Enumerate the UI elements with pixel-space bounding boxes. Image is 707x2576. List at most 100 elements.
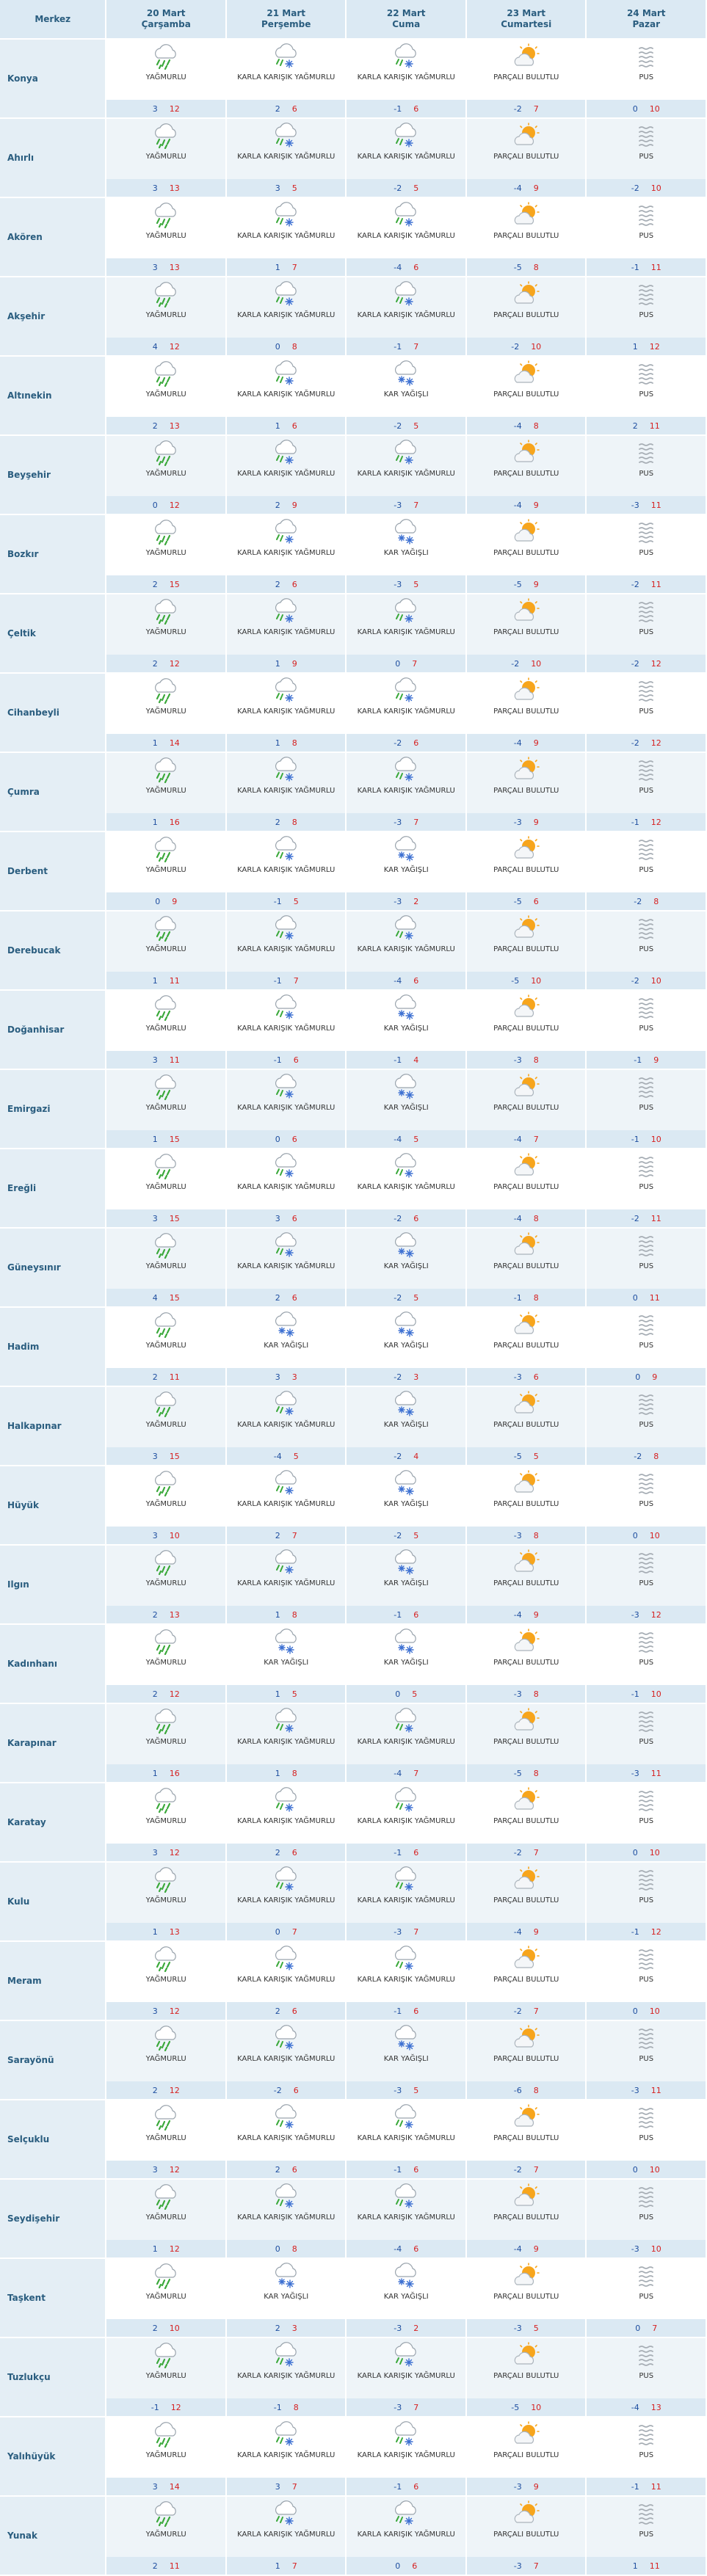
city-name[interactable]: Hadim [0, 1308, 107, 1387]
snow-icon [389, 1549, 423, 1576]
temperature-bar: -4 9 [466, 496, 586, 514]
max-temperature: 5 [412, 1689, 418, 1699]
city-row: Altınekin YAĞMURLU 2 13 KARLA KARIŞIK YAĞMUR… [0, 357, 707, 436]
day-forecast-cell: KARLA KARIŞIK YAĞMURLU 1 7 [226, 2497, 347, 2576]
day-forecast-cell: KARLA KARIŞIK YAĞMURLU -4 6 [347, 2180, 467, 2259]
max-temperature: 5 [533, 2323, 539, 2333]
city-name[interactable]: Konya [0, 40, 107, 119]
rain-icon [149, 1866, 183, 1893]
city-name[interactable]: Derebucak [0, 912, 107, 991]
max-temperature: 8 [291, 817, 297, 827]
max-temperature: 6 [291, 103, 297, 114]
rain-icon [149, 1152, 183, 1180]
min-temperature: -1 [394, 2006, 402, 2016]
city-name[interactable]: Ilgın [0, 1546, 107, 1625]
partly-cloudy-icon [510, 756, 543, 784]
city-name[interactable]: Yalıhüyük [0, 2417, 107, 2497]
condition-label: YAĞMURLU [145, 549, 186, 557]
min-temperature: -2 [394, 738, 402, 748]
min-temperature: 2 [275, 817, 280, 827]
day-forecast-cell: KAR YAĞIŞLI -3 5 [347, 2021, 467, 2100]
city-name[interactable]: Sarayönü [0, 2021, 107, 2100]
city-name[interactable]: Akşehir [0, 277, 107, 357]
min-temperature: 1 [152, 1926, 158, 1937]
condition-area: YAĞMURLU [106, 40, 225, 100]
temperature-bar: 3 14 [106, 2478, 225, 2495]
city-name[interactable]: Halkapınar [0, 1387, 107, 1466]
day-forecast-cell: PARÇALI BULUTLU -6 8 [466, 2021, 587, 2100]
condition-label: PARÇALI BULUTLU [493, 2451, 559, 2459]
city-name[interactable]: Akören [0, 198, 107, 277]
sleet-icon [269, 1152, 303, 1180]
city-name[interactable]: Güneysınır [0, 1229, 107, 1308]
day-header: 20 Mart Çarşamba [106, 0, 227, 40]
day-forecast-cell: YAĞMURLU 2 13 [106, 1546, 227, 1625]
max-temperature: 5 [291, 1689, 297, 1699]
sleet-icon [389, 2500, 423, 2528]
city-row: Karapınar YAĞMURLU 1 16 KARLA KARIŞIK YAĞMUR… [0, 1704, 707, 1783]
day-forecast-cell: PARÇALI BULUTLU -3 9 [466, 2417, 587, 2497]
min-temperature: 1 [275, 2561, 280, 2571]
rain-icon [149, 439, 183, 467]
day-forecast-cell: YAĞMURLU 3 12 [106, 2100, 227, 2180]
city-name[interactable]: Hüyük [0, 1466, 107, 1546]
sleet-icon [389, 2341, 423, 2369]
sleet-icon [269, 2024, 303, 2052]
city-name[interactable]: Kulu [0, 1863, 107, 1942]
day-forecast-cell: PUS 0 7 [587, 2259, 707, 2338]
day-header: 24 Mart Pazar [587, 0, 707, 40]
temperature-bar: -3 6 [466, 1368, 586, 1386]
min-temperature: 3 [152, 1847, 158, 1858]
max-temperature: 9 [533, 1926, 539, 1937]
fog-icon [629, 1469, 663, 1497]
condition-area: PUS [587, 991, 706, 1051]
city-name[interactable]: Emirgazi [0, 1070, 107, 1149]
min-temperature: -1 [394, 103, 402, 114]
max-temperature: 10 [531, 341, 542, 352]
temperature-bar: 3 11 [106, 1051, 225, 1069]
city-name[interactable]: Çumra [0, 753, 107, 832]
city-name[interactable]: Doğanhisar [0, 991, 107, 1070]
temperature-bar: -2 8 [587, 892, 706, 910]
day-forecast-cell: PARÇALI BULUTLU -4 9 [466, 1546, 587, 1625]
min-temperature: -1 [151, 2402, 159, 2412]
city-name[interactable]: Derbent [0, 832, 107, 912]
fog-icon [629, 201, 663, 229]
city-name[interactable]: Meram [0, 1942, 107, 2021]
condition-area: KARLA KARIŞIK YAĞMURLU [347, 912, 465, 972]
fog-icon [629, 914, 663, 942]
city-name[interactable]: Selçuklu [0, 2100, 107, 2180]
min-temperature: -5 [513, 579, 522, 589]
temperature-bar: 4 12 [106, 338, 225, 355]
city-name[interactable]: Karapınar [0, 1704, 107, 1783]
city-name[interactable]: Cihanbeyli [0, 674, 107, 753]
city-name[interactable]: Çeltik [0, 594, 107, 674]
city-name[interactable]: Ereğli [0, 1149, 107, 1229]
max-temperature: 11 [650, 2481, 661, 2492]
condition-label: KARLA KARIŞIK YAĞMURLU [237, 2213, 336, 2222]
day-forecast-cell: PARÇALI BULUTLU -3 8 [466, 991, 587, 1070]
condition-label: KARLA KARIŞIK YAĞMURLU [357, 153, 455, 161]
condition-label: PARÇALI BULUTLU [493, 787, 559, 795]
min-temperature: 4 [152, 341, 158, 352]
city-name[interactable]: Kadınhanı [0, 1625, 107, 1704]
city-name[interactable]: Bozkır [0, 515, 107, 594]
min-temperature: -4 [513, 1213, 522, 1223]
min-temperature: -4 [513, 421, 522, 431]
day-forecast-cell: KARLA KARIŞIK YAĞMURLU 2 7 [226, 1466, 347, 1546]
day-forecast-cell: KARLA KARIŞIK YAĞMURLU -2 6 [347, 674, 467, 753]
city-name[interactable]: Seydişehir [0, 2180, 107, 2259]
city-name[interactable]: Beyşehir [0, 436, 107, 515]
city-name[interactable]: Ahırlı [0, 119, 107, 198]
city-name[interactable]: Taşkent [0, 2259, 107, 2338]
city-name[interactable]: Karatay [0, 1783, 107, 1863]
partly-cloudy-icon [510, 597, 543, 625]
city-name[interactable]: Altınekin [0, 357, 107, 436]
city-name[interactable]: Yunak [0, 2497, 107, 2576]
day-name: Perşembe [261, 19, 311, 29]
sleet-icon [389, 2103, 423, 2131]
condition-label: KARLA KARIŞIK YAĞMURLU [237, 1738, 336, 1746]
condition-area: KARLA KARIŞIK YAĞMURLU [226, 753, 346, 813]
condition-label: KARLA KARIŞIK YAĞMURLU [237, 1262, 336, 1270]
city-name[interactable]: Tuzlukçu [0, 2338, 107, 2417]
